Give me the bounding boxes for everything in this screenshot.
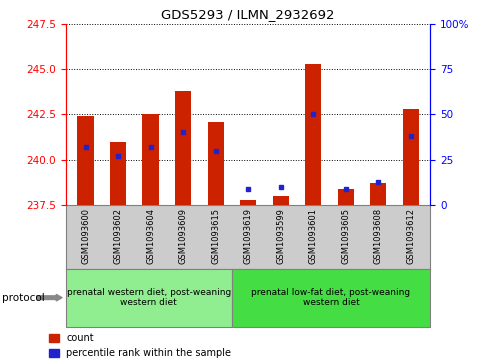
Text: protocol: protocol [2,293,45,303]
Bar [207,122,224,205]
Bar [231,269,429,327]
Bar [369,183,386,205]
Text: prenatal western diet, post-weaning
western diet: prenatal western diet, post-weaning west… [66,288,230,307]
Bar [142,114,159,205]
Legend: count, percentile rank within the sample: count, percentile rank within the sample [49,333,231,358]
Text: prenatal low-fat diet, post-weaning
western diet: prenatal low-fat diet, post-weaning west… [251,288,410,307]
Bar [77,116,94,205]
Title: GDS5293 / ILMN_2932692: GDS5293 / ILMN_2932692 [161,8,334,21]
Bar [337,189,353,205]
Bar [402,109,418,205]
Bar [66,269,231,327]
Bar [272,196,288,205]
Bar [110,142,126,205]
Bar [240,200,256,205]
Bar [175,91,191,205]
Bar [305,64,321,205]
